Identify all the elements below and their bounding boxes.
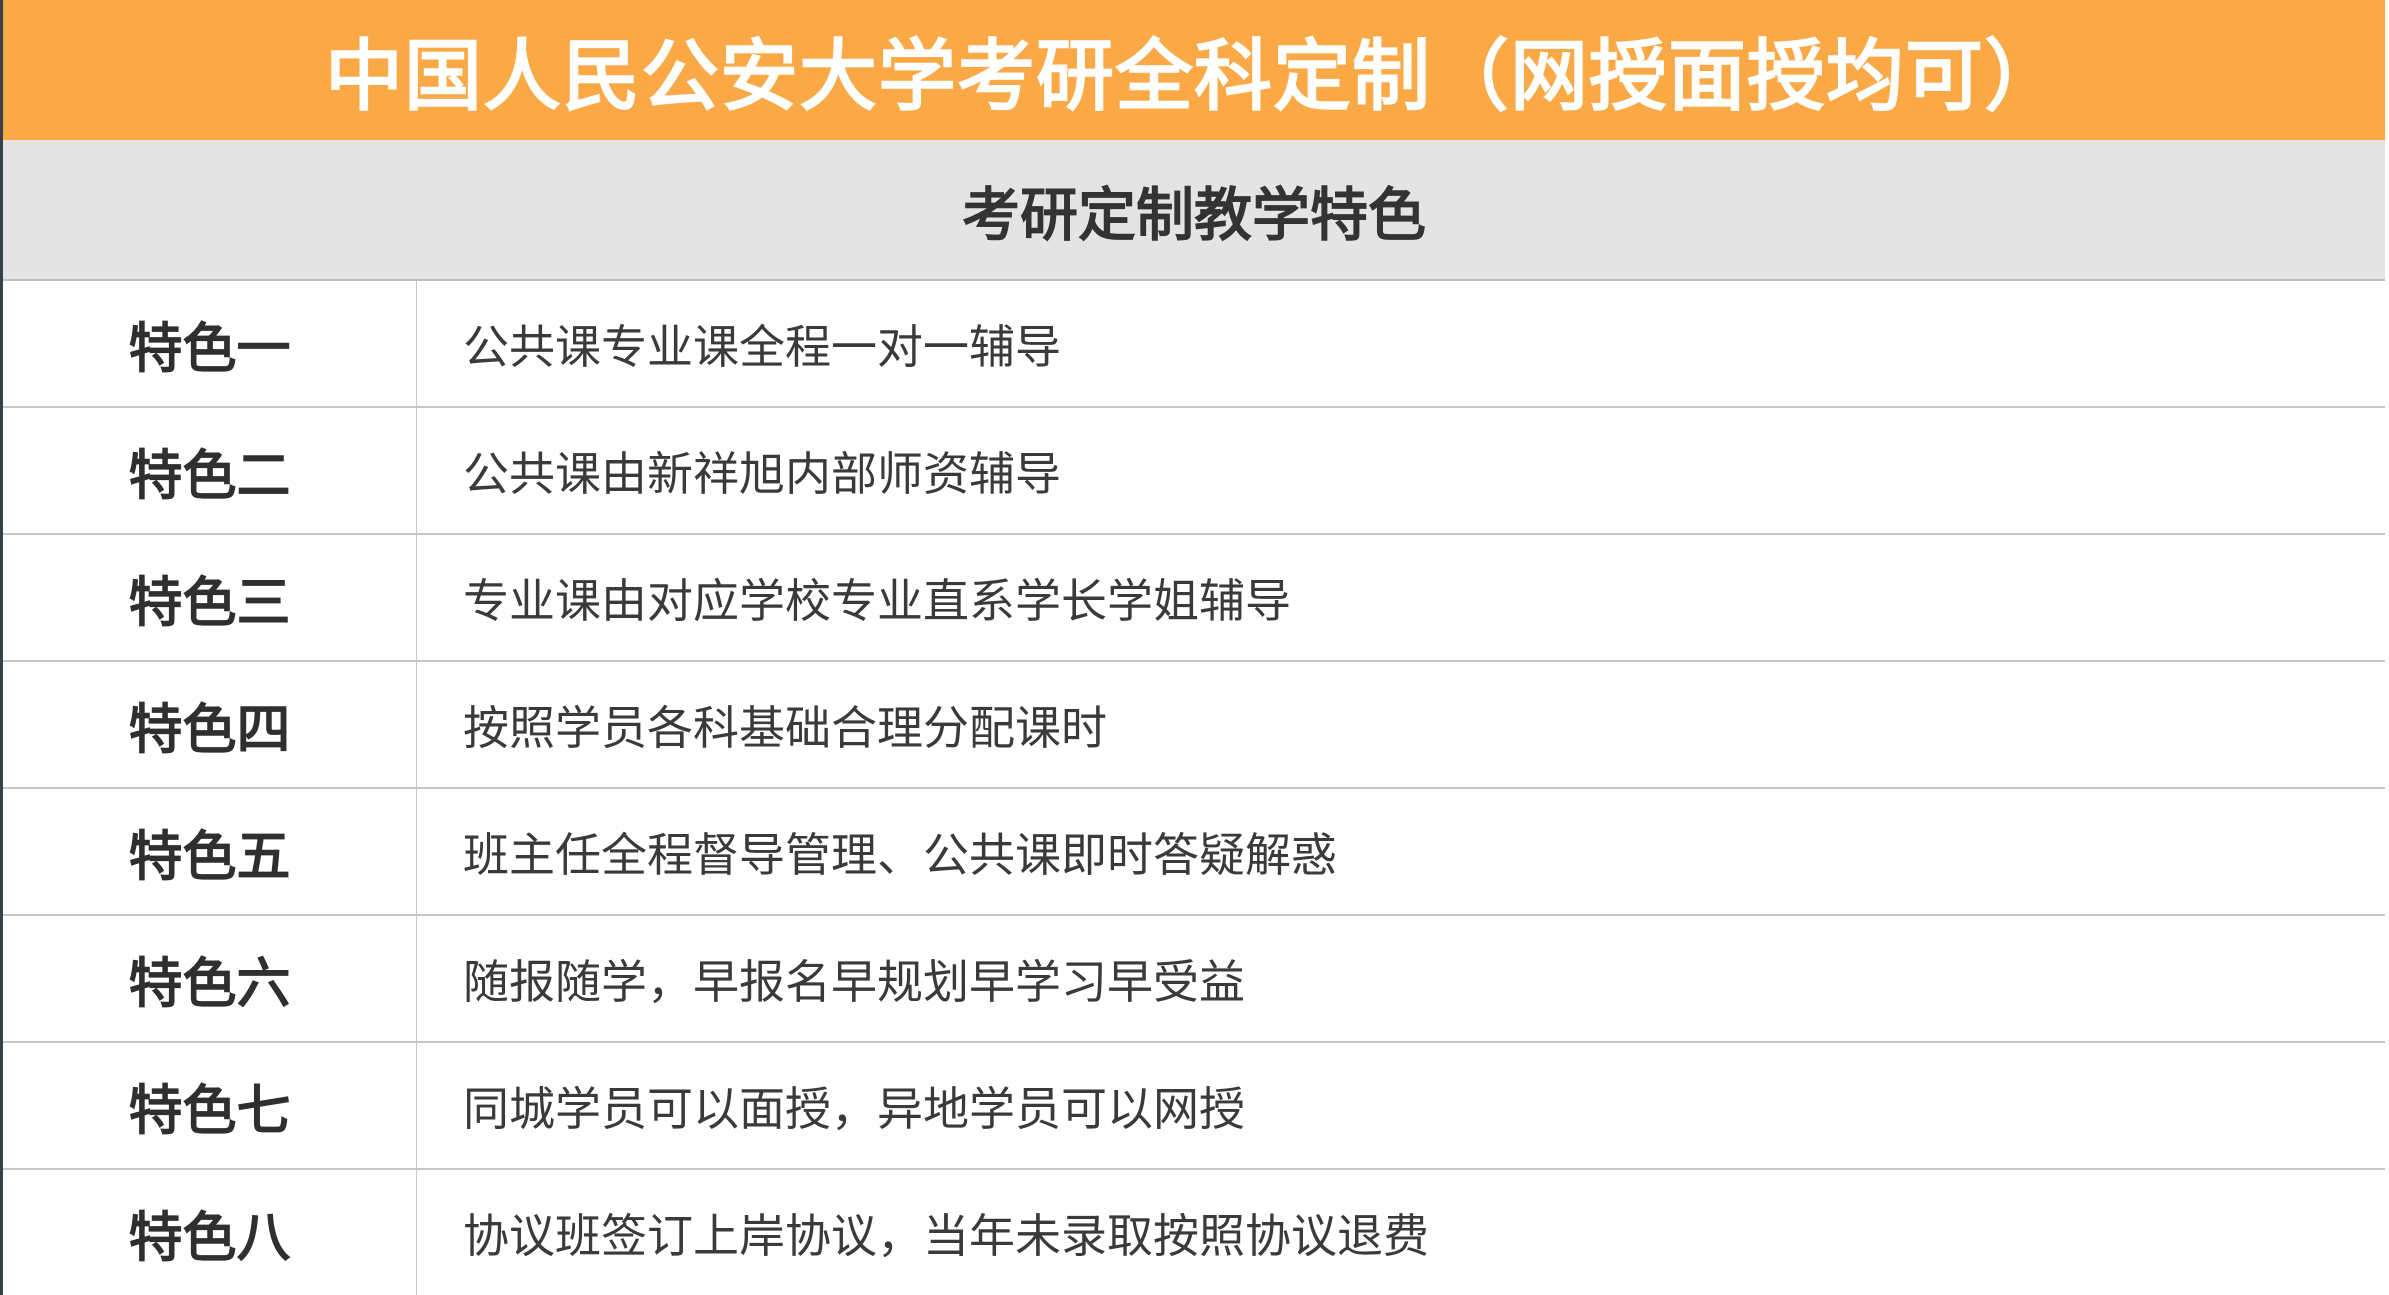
feature-label: 特色五 bbox=[3, 789, 417, 914]
feature-description: 专业课由对应学校专业直系学长学姐辅导 bbox=[463, 573, 1291, 628]
feature-description: 公共课专业课全程一对一辅导 bbox=[463, 319, 1061, 374]
feature-description: 班主任全程督导管理、公共课即时答疑解惑 bbox=[463, 827, 1337, 882]
feature-label: 特色一 bbox=[3, 281, 417, 406]
feature-label: 特色六 bbox=[3, 916, 417, 1041]
feature-description: 协议班签订上岸协议，当年未录取按照协议退费 bbox=[463, 1208, 1429, 1263]
feature-description: 公共课由新祥旭内部师资辅导 bbox=[463, 446, 1061, 501]
page-title: 中国人民公安大学考研全科定制（网授面授均可） bbox=[3, 0, 2385, 140]
table-row: 特色三 专业课由对应学校专业直系学长学姐辅导 bbox=[3, 535, 2385, 662]
feature-description: 同城学员可以面授，异地学员可以网授 bbox=[463, 1081, 1245, 1136]
table-row: 特色五 班主任全程督导管理、公共课即时答疑解惑 bbox=[3, 789, 2385, 916]
table-row: 特色四 按照学员各科基础合理分配课时 bbox=[3, 662, 2385, 789]
feature-label: 特色三 bbox=[3, 535, 417, 660]
feature-description: 随报随学，早报名早规划早学习早受益 bbox=[463, 954, 1245, 1009]
feature-label: 特色二 bbox=[3, 408, 417, 533]
table-row: 特色一 公共课专业课全程一对一辅导 bbox=[3, 281, 2385, 408]
table-row: 特色二 公共课由新祥旭内部师资辅导 bbox=[3, 408, 2385, 535]
table-body: 特色一 公共课专业课全程一对一辅导 特色二 公共课由新祥旭内部师资辅导 特色三 专业课由对… bbox=[3, 281, 2385, 1295]
table-row: 特色六 随报随学，早报名早规划早学习早受益 bbox=[3, 916, 2385, 1043]
feature-label: 特色八 bbox=[3, 1170, 417, 1295]
feature-description: 按照学员各科基础合理分配课时 bbox=[463, 700, 1107, 755]
feature-label: 特色四 bbox=[3, 662, 417, 787]
table-row: 特色七 同城学员可以面授，异地学员可以网授 bbox=[3, 1043, 2385, 1170]
section-heading: 考研定制教学特色 bbox=[3, 140, 2385, 281]
feature-label: 特色七 bbox=[3, 1043, 417, 1168]
table-row: 特色八 协议班签订上岸协议，当年未录取按照协议退费 bbox=[3, 1170, 2385, 1295]
